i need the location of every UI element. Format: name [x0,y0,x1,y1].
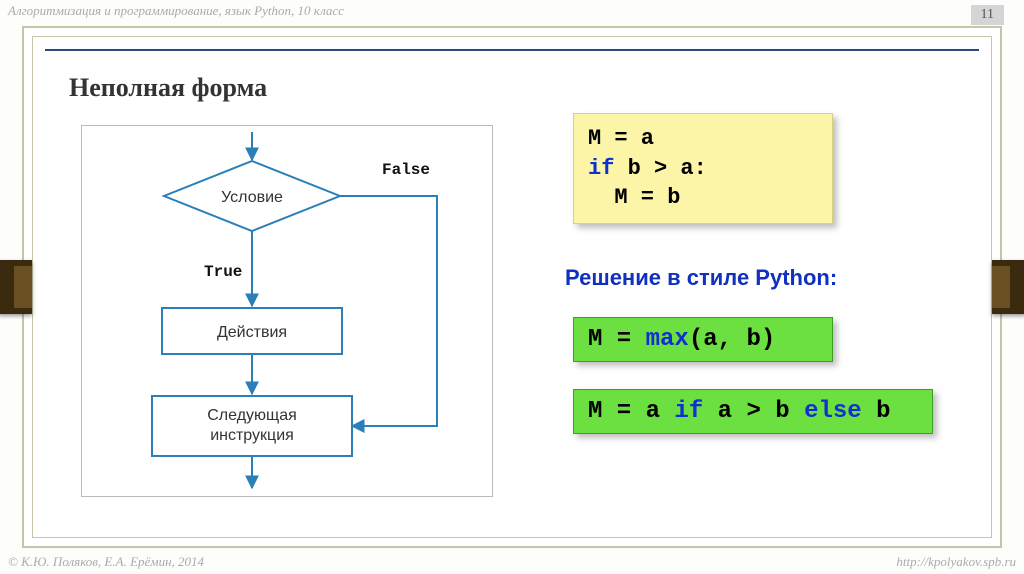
code-block-green-1: M = max(a, b) [573,317,833,362]
g1-fn: max [646,326,689,353]
g2-c: b [862,398,891,425]
g2-if: if [674,398,703,425]
label-condition: Условие [221,189,283,206]
slide-frame-outer: Неполная форма Условие True False [22,26,1002,548]
footer: © К.Ю. Поляков, Е.А. Ерёмин, 2014 http:/… [8,554,1016,570]
g1-post: (a, b) [689,326,775,353]
label-false: False [382,161,430,179]
binder-clip-left-icon [0,260,32,314]
label-next-1: Следующая [207,407,297,424]
page-number: 11 [971,5,1004,25]
slide-title: Неполная форма [69,73,267,103]
label-true: True [204,263,242,281]
flowchart: Условие True False Действия Следующая ин… [81,125,493,497]
g2-b: a > b [703,398,804,425]
kw-if: if [588,156,614,181]
footer-copyright: © К.Ю. Поляков, Е.А. Ерёмин, 2014 [8,554,204,570]
label-next-2: инструкция [210,427,294,444]
code-line-2: if b > a: [588,154,818,184]
code-block-green-2: M = a if a > b else b [573,389,933,434]
binder-clip-right-icon [992,260,1024,314]
code-block-yellow: M = a if b > a: M = b [573,113,833,224]
breadcrumb: Алгоритмизация и программирование, язык … [8,3,344,18]
code-line-3: M = b [588,183,818,213]
code-rest: b > a: [614,156,706,181]
node-next [152,396,352,456]
g2-a: M = a [588,398,674,425]
g1-pre: M = [588,326,646,353]
g2-else: else [804,398,862,425]
footer-url: http://kpolyakov.spb.ru [896,554,1016,570]
subheading: Решение в стиле Python: [565,265,837,291]
code-line-1: M = a [588,124,818,154]
slide-frame-inner: Неполная форма Условие True False [32,36,992,538]
label-actions: Действия [217,324,287,341]
top-rule [45,49,979,51]
